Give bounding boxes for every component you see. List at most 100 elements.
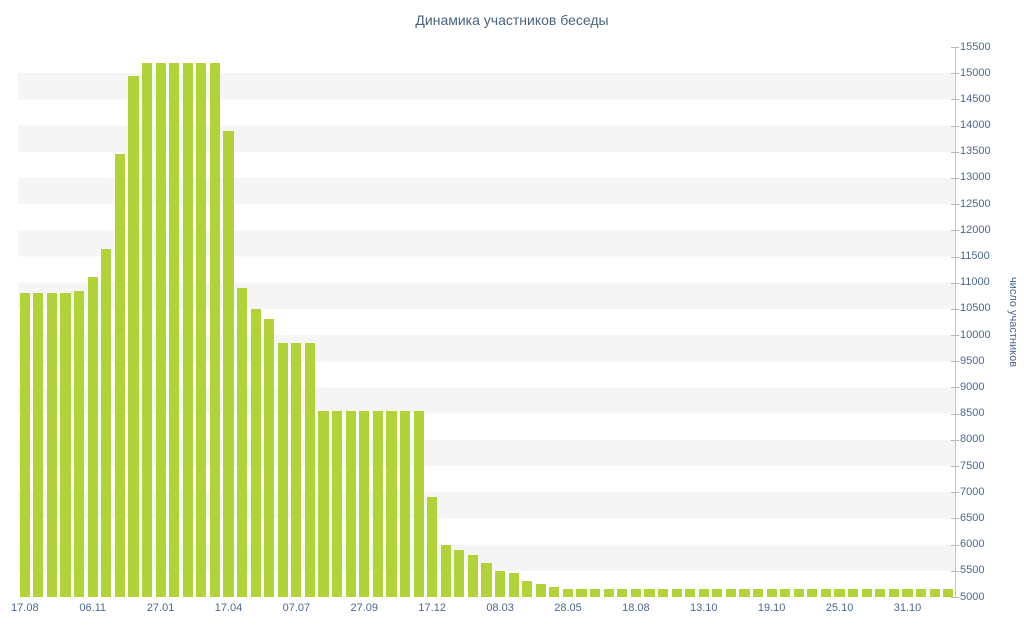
bar[interactable] <box>685 589 696 597</box>
bar[interactable] <box>196 62 207 597</box>
bar[interactable] <box>902 589 913 597</box>
x-axis-label: 27.01 <box>146 602 175 614</box>
y-tick-label: 15000 <box>960 66 991 79</box>
bar[interactable] <box>848 589 859 597</box>
bar[interactable] <box>87 277 98 597</box>
bar[interactable] <box>834 589 845 597</box>
bar[interactable] <box>725 589 736 597</box>
y-tick-mark <box>951 544 959 546</box>
bar[interactable] <box>630 589 641 597</box>
bar[interactable] <box>60 293 71 597</box>
y-tick-label: 6000 <box>960 538 985 551</box>
x-axis-label: 06.11 <box>79 602 107 614</box>
bar[interactable] <box>943 589 954 597</box>
bar[interactable] <box>304 342 316 597</box>
bar[interactable] <box>875 589 886 597</box>
bar[interactable] <box>929 589 940 597</box>
y-tick-label: 10000 <box>960 328 991 341</box>
bar[interactable] <box>372 411 383 597</box>
bar[interactable] <box>861 589 872 597</box>
bar[interactable] <box>169 62 180 597</box>
bar[interactable] <box>236 287 248 597</box>
bar[interactable] <box>74 290 85 597</box>
y-tick-label: 5000 <box>960 590 985 603</box>
bar[interactable] <box>494 570 506 597</box>
bar[interactable] <box>698 589 709 597</box>
bar[interactable] <box>345 411 356 597</box>
bar[interactable] <box>522 581 533 597</box>
y-tick-mark <box>951 282 959 284</box>
bar[interactable] <box>915 589 927 597</box>
bar[interactable] <box>250 308 261 597</box>
bar[interactable] <box>481 562 492 597</box>
y-tick-mark <box>951 99 959 101</box>
x-axis-label: 19.10 <box>757 602 786 614</box>
bar[interactable] <box>427 497 438 597</box>
bar[interactable] <box>413 411 424 597</box>
bar[interactable] <box>549 586 560 597</box>
y-tick-label: 15500 <box>960 40 991 53</box>
y-tick-mark <box>951 597 959 598</box>
bar[interactable] <box>209 62 220 597</box>
y-tick-label: 8500 <box>960 407 985 420</box>
bar[interactable] <box>440 544 451 597</box>
bar[interactable] <box>780 589 791 597</box>
bar[interactable] <box>291 342 302 597</box>
bar[interactable] <box>657 589 669 597</box>
y-tick-label: 13000 <box>960 171 991 184</box>
y-tick-mark <box>951 125 959 127</box>
bar[interactable] <box>793 589 804 597</box>
bar[interactable] <box>603 589 614 597</box>
x-axis-label: 17.12 <box>418 602 446 614</box>
bar[interactable] <box>277 342 288 597</box>
y-tick-label: 8000 <box>960 433 985 446</box>
bar[interactable] <box>576 589 587 597</box>
y-tick-label: 12500 <box>960 197 991 210</box>
y-tick-mark <box>951 387 959 389</box>
bar[interactable] <box>671 589 682 597</box>
bar[interactable] <box>33 293 44 597</box>
bar[interactable] <box>386 411 397 597</box>
bar[interactable] <box>359 411 370 597</box>
bar[interactable] <box>712 589 723 597</box>
y-tick-mark <box>951 466 959 468</box>
bar[interactable] <box>820 589 832 597</box>
bar[interactable] <box>888 589 899 597</box>
bar[interactable] <box>264 319 275 597</box>
bar[interactable] <box>644 589 655 597</box>
y-tick-mark <box>951 518 959 520</box>
bar[interactable] <box>535 583 546 597</box>
bar[interactable] <box>318 411 329 597</box>
y-tick-mark <box>951 151 959 153</box>
y-tick-mark <box>951 570 959 572</box>
y-tick-label: 7000 <box>960 485 985 498</box>
chart-title: Динамика участников беседы <box>415 12 609 28</box>
bar[interactable] <box>807 589 818 597</box>
bar[interactable] <box>399 411 411 597</box>
bar[interactable] <box>590 589 601 597</box>
bar[interactable] <box>101 248 112 597</box>
bar[interactable] <box>182 62 193 597</box>
y-tick-label: 11500 <box>960 250 990 263</box>
bar[interactable] <box>19 293 30 597</box>
bar[interactable] <box>467 555 478 597</box>
y-tick-label: 6500 <box>960 511 985 524</box>
bar[interactable] <box>223 130 234 597</box>
bar[interactable] <box>766 589 777 597</box>
bar[interactable] <box>114 154 125 597</box>
bar[interactable] <box>332 411 343 597</box>
bar[interactable] <box>562 589 574 597</box>
x-axis-label: 27.09 <box>350 602 379 614</box>
bar[interactable] <box>739 589 750 597</box>
bar[interactable] <box>141 62 153 597</box>
y-tick-label: 11000 <box>960 276 990 289</box>
bar[interactable] <box>753 589 764 597</box>
y-tick-mark <box>951 492 959 494</box>
bar[interactable] <box>454 549 465 597</box>
x-axis-label: 13.10 <box>690 602 718 614</box>
bar[interactable] <box>46 293 58 597</box>
bar[interactable] <box>508 573 519 597</box>
bar[interactable] <box>617 589 628 597</box>
bar[interactable] <box>128 75 139 597</box>
bar[interactable] <box>155 62 166 597</box>
